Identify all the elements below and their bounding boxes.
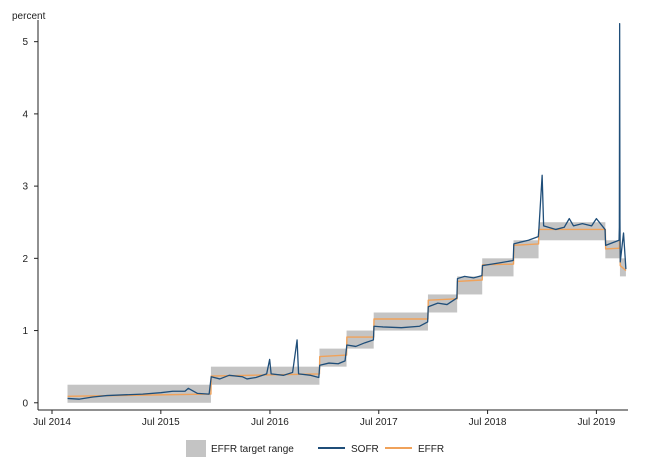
x-tick-label-3: Jul 2017 [360, 417, 398, 428]
range-band-3 [346, 330, 374, 349]
y-tick-label-4: 4 [22, 109, 28, 120]
legend-label-range: EFFR target range [211, 444, 294, 455]
x-tick-group: Jul 2014 Jul 2015 Jul 2016 Jul 2017 Jul 2018… [33, 410, 616, 428]
sofr-line [67, 22, 627, 400]
x-tick-label-4: Jul 2018 [469, 417, 507, 428]
range-band-6 [457, 276, 483, 295]
sofr-line-group [67, 22, 627, 400]
legend-swatch-range [186, 440, 206, 457]
effr-line [67, 228, 627, 397]
range-band-9 [538, 222, 606, 241]
range-band-group [67, 222, 626, 403]
x-tick-label-0: Jul 2014 [33, 417, 71, 428]
legend-label-sofr: SOFR [351, 444, 379, 455]
legend: EFFR target range SOFR EFFR [186, 440, 444, 457]
y-tick-label-2: 2 [22, 254, 28, 265]
y-tick-label-5: 5 [22, 37, 28, 48]
range-band-2 [319, 348, 347, 367]
effr-line-group [67, 228, 627, 397]
y-tick-label-3: 3 [22, 182, 28, 193]
x-tick-label-5: Jul 2019 [577, 417, 615, 428]
range-band-10 [605, 240, 620, 259]
y-tick-label-0: 0 [22, 398, 28, 409]
y-tick-group: 0 1 2 3 4 5 [22, 37, 38, 409]
y-tick-label-1: 1 [22, 326, 28, 337]
x-tick-label-2: Jul 2016 [251, 417, 289, 428]
range-band-7 [482, 258, 514, 277]
y-axis-label: percent [12, 11, 46, 22]
x-tick-label-1: Jul 2015 [142, 417, 180, 428]
legend-label-effr: EFFR [418, 444, 444, 455]
